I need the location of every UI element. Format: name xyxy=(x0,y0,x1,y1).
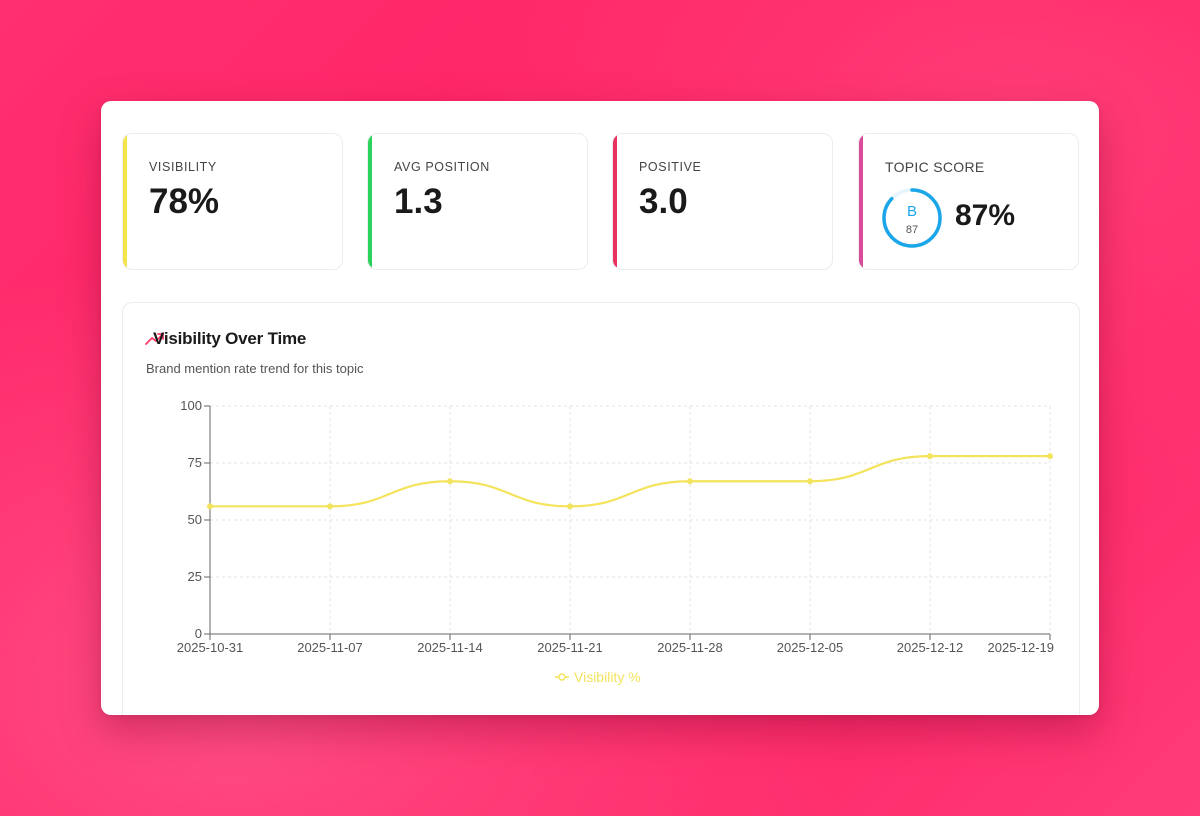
stat-label: VISIBILITY xyxy=(149,160,217,174)
x-tick-label: 2025-11-28 xyxy=(657,640,723,655)
chart-panel xyxy=(122,302,1080,715)
trending-up-icon xyxy=(145,333,164,345)
score-gauge: B 87 xyxy=(882,188,942,248)
x-tick-label: 2025-11-07 xyxy=(297,640,363,655)
data-point xyxy=(807,478,813,485)
y-tick-label: 0 xyxy=(195,626,202,641)
legend-label: Visibility % xyxy=(574,669,641,685)
data-point xyxy=(567,503,573,510)
stat-value: 3.0 xyxy=(639,182,688,221)
series-line-visibility xyxy=(210,455,1050,508)
chart-title: Visibility Over Time xyxy=(153,329,307,348)
x-tick-label: 2025-11-21 xyxy=(537,640,603,655)
legend-swatch-marker xyxy=(558,673,566,681)
x-tick-label: 2025-12-19 xyxy=(988,640,1055,655)
stat-accent-bar xyxy=(859,134,863,269)
data-point xyxy=(1047,453,1053,460)
stat-card-positive: POSITIVE 3.0 xyxy=(612,133,833,270)
stat-value: 1.3 xyxy=(394,182,443,221)
stat-label: POSITIVE xyxy=(639,160,702,174)
stat-card-topic-score: TOPIC SCORE B 87 87% xyxy=(858,133,1079,270)
x-tick-label: 2025-10-31 xyxy=(177,640,244,655)
stat-accent-bar xyxy=(123,134,127,269)
stat-label: AVG POSITION xyxy=(394,160,490,174)
stat-card-avg-position: AVG POSITION 1.3 xyxy=(367,133,588,270)
stat-value: 78% xyxy=(149,182,220,221)
chart-subtitle: Brand mention rate trend for this topic xyxy=(146,361,364,376)
stat-card-visibility: VISIBILITY 78% xyxy=(122,133,343,270)
data-point xyxy=(207,503,213,510)
y-tick-label: 25 xyxy=(188,569,202,584)
stat-value: 87% xyxy=(955,199,1016,232)
dashboard-card: VISIBILITY 78% AVG POSITION 1.3 POSITIVE… xyxy=(101,101,1099,715)
data-point xyxy=(327,503,333,510)
data-point xyxy=(927,453,933,460)
stat-label: TOPIC SCORE xyxy=(885,159,985,175)
y-tick-label: 50 xyxy=(188,512,202,527)
score-grade: B xyxy=(907,203,917,220)
score-gauge-arc xyxy=(882,188,942,248)
x-tick-label: 2025-11-14 xyxy=(417,640,483,655)
data-point xyxy=(687,478,693,485)
data-point xyxy=(447,478,453,485)
stat-accent-bar xyxy=(368,134,372,269)
x-tick-label: 2025-12-12 xyxy=(897,640,964,655)
x-tick-label: 2025-12-05 xyxy=(777,640,844,655)
stat-accent-bar xyxy=(613,134,617,269)
y-tick-label: 75 xyxy=(188,455,202,470)
visibility-line-chart: 0 25 50 75 100 2025-10-31 2025-11-07 2025-11-14… xyxy=(177,398,1055,685)
score-number: 87 xyxy=(906,224,918,236)
y-tick-label: 100 xyxy=(180,398,202,413)
